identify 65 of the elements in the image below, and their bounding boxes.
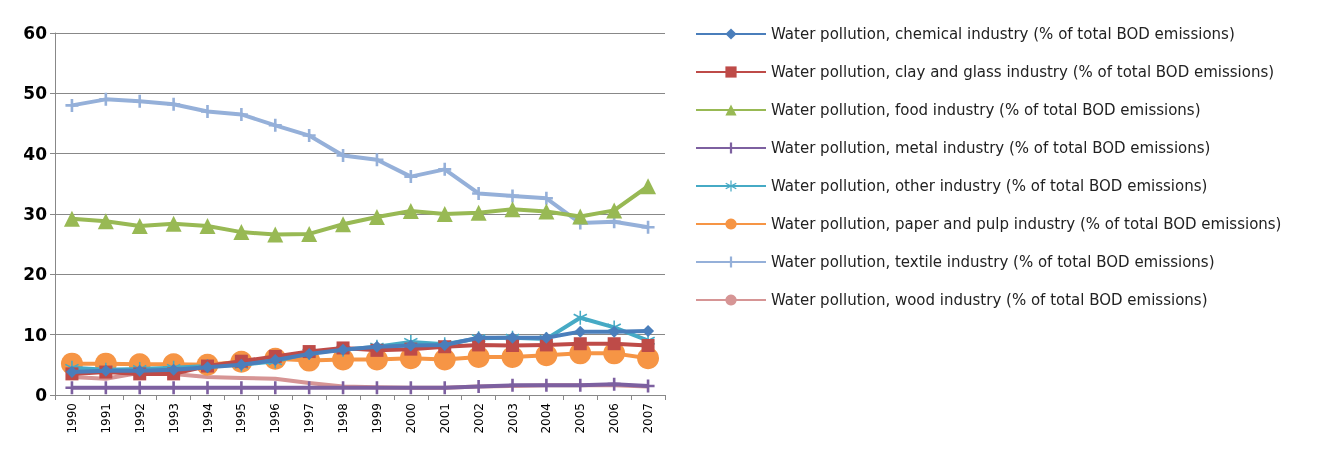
- legend-label: Water pollution, clay and glass industry (% of total BOD emissions): [771, 63, 1275, 81]
- point: [438, 162, 452, 176]
- point: [65, 98, 79, 112]
- point: [63, 210, 80, 227]
- legend-label: Water pollution, other industry (% of total BOD emissions): [771, 177, 1208, 195]
- legend-label: Water pollution, wood industry (% of total BOD emissions): [771, 291, 1208, 309]
- point: [301, 225, 318, 242]
- x-tick-label: 2001: [437, 403, 452, 434]
- x-tick-label: 1991: [98, 403, 113, 434]
- x-tick-label: 2003: [505, 403, 520, 434]
- x-tick-label: 1996: [268, 403, 283, 434]
- point: [336, 148, 350, 162]
- point: [572, 208, 589, 225]
- y-tick-label: 60: [23, 23, 48, 43]
- point: [404, 170, 418, 184]
- x-tick-label: 2002: [471, 403, 486, 434]
- y-tick-label: 20: [23, 264, 48, 285]
- point: [233, 224, 250, 241]
- point: [640, 178, 657, 195]
- x-tick-label: 1990: [64, 403, 79, 434]
- point: [165, 215, 182, 232]
- legend-label: Water pollution, paper and pulp industry (% of total BOD emissions): [771, 215, 1282, 233]
- point: [199, 218, 216, 235]
- point: [538, 203, 555, 220]
- legend-label: Water pollution, chemical industry (% of total BOD emissions): [771, 25, 1235, 43]
- point: [268, 118, 282, 132]
- point: [641, 339, 655, 353]
- x-tick-label: 1997: [302, 403, 317, 434]
- x-tick-label: 2006: [607, 403, 622, 434]
- x-tick-label: 1994: [200, 403, 215, 434]
- point: [368, 209, 385, 226]
- x-tick-label: 1999: [369, 403, 384, 434]
- point: [470, 204, 487, 221]
- legend-label: Water pollution, food industry (% of total BOD emissions): [771, 101, 1201, 119]
- point: [436, 206, 453, 222]
- x-tick-label: 1992: [132, 403, 147, 434]
- x-tick-label: 2000: [403, 403, 418, 434]
- x-tick-label: 2005: [573, 403, 588, 434]
- x-tick-label: 1993: [166, 403, 181, 434]
- x-tick-label: 2004: [539, 403, 554, 434]
- point: [642, 325, 655, 338]
- y-tick-label: 50: [23, 83, 48, 104]
- point: [167, 97, 181, 111]
- y-tick-label: 0: [35, 385, 48, 405]
- x-tick-label: 1995: [234, 403, 249, 434]
- point: [641, 220, 655, 234]
- y-tick-label: 40: [23, 143, 48, 164]
- point: [267, 226, 284, 243]
- point: [402, 202, 419, 219]
- point: [335, 216, 352, 233]
- x-tick-label: 1998: [336, 403, 351, 434]
- point: [539, 191, 553, 205]
- y-tick-label: 30: [23, 204, 48, 224]
- legend-label: Water pollution, textile industry (% of total BOD emissions): [771, 253, 1215, 271]
- point: [131, 218, 148, 235]
- point: [607, 337, 621, 351]
- point: [606, 202, 623, 219]
- y-tick-label: 10: [23, 324, 48, 345]
- point: [97, 213, 114, 230]
- point: [506, 189, 519, 203]
- point: [573, 337, 587, 351]
- point: [504, 201, 521, 218]
- point: [302, 129, 316, 143]
- legend-label: Water pollution, metal industry (% of total BOD emissions): [771, 139, 1211, 157]
- x-tick-label: 2007: [641, 403, 656, 434]
